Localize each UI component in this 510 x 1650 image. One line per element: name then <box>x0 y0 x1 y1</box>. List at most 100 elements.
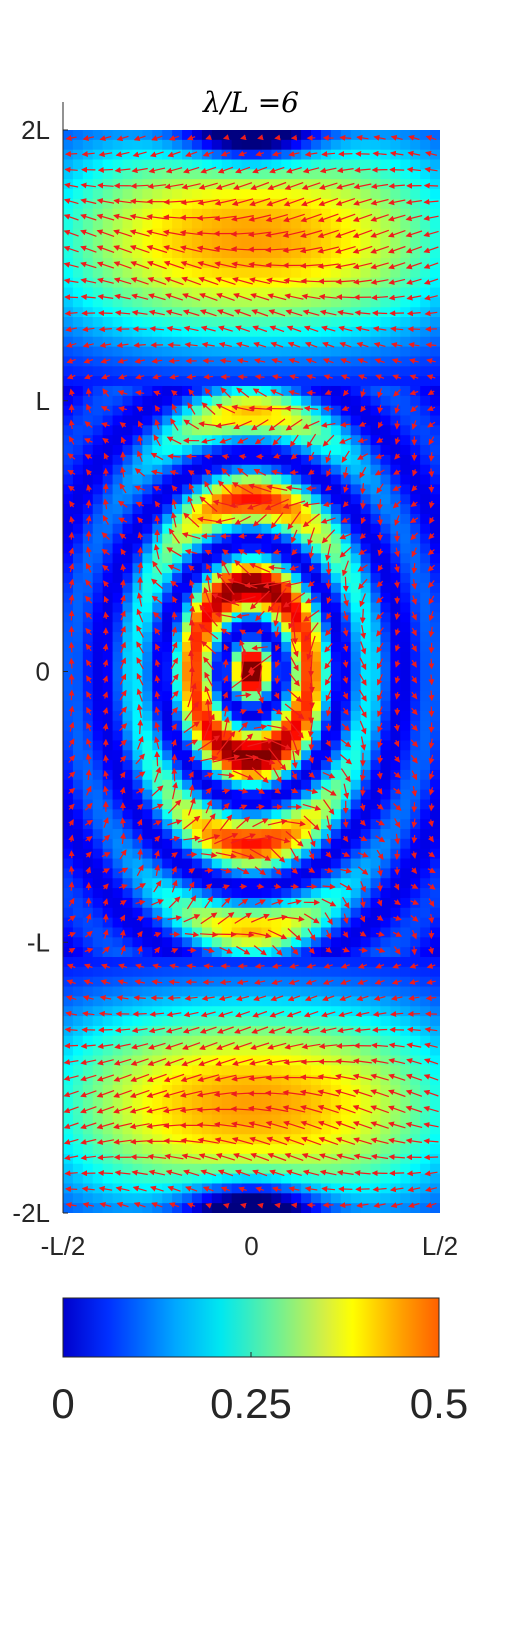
heatmap-cell <box>112 986 124 997</box>
heatmap-cell <box>231 1163 243 1175</box>
heatmap-cell <box>142 986 153 997</box>
heatmap-cell <box>122 632 134 643</box>
heatmap-cell <box>82 1075 94 1086</box>
heatmap-cell <box>82 277 94 289</box>
heatmap-cell <box>191 651 203 663</box>
heatmap-cell <box>112 346 124 358</box>
heatmap-cell <box>211 966 223 978</box>
heatmap-cell <box>420 582 431 594</box>
heatmap-cell <box>430 189 440 200</box>
heatmap-cell <box>430 740 440 751</box>
heatmap-cell <box>330 326 342 338</box>
heatmap-cell <box>211 1203 223 1213</box>
heatmap-cell <box>261 976 272 988</box>
heatmap-cell <box>172 897 183 909</box>
heatmap-cell <box>330 829 342 840</box>
heatmap-cell <box>360 376 372 387</box>
vector-arrow <box>151 785 164 797</box>
heatmap-cell <box>112 966 124 978</box>
heatmap-cell <box>182 927 193 938</box>
heatmap-cell <box>301 701 312 712</box>
heatmap-cell <box>430 947 440 958</box>
heatmap-cell <box>311 326 322 338</box>
heatmap-cell <box>102 907 114 919</box>
heatmap-cell <box>291 139 302 151</box>
heatmap-cell <box>390 996 401 1007</box>
heatmap-cell <box>410 1065 421 1076</box>
heatmap-cell <box>211 602 223 614</box>
heatmap-cell <box>102 976 114 988</box>
heatmap-cell <box>152 612 163 623</box>
heatmap-cell <box>301 888 312 899</box>
heatmap-cell <box>221 169 233 180</box>
heatmap-cell <box>271 740 282 751</box>
heatmap-cell <box>281 750 292 761</box>
heatmap-cell <box>400 957 411 968</box>
heatmap-cell <box>410 1124 421 1135</box>
heatmap-cell <box>112 1085 124 1096</box>
vector-arrow <box>170 739 177 747</box>
heatmap-cell <box>231 376 243 387</box>
heatmap-cell <box>251 957 263 968</box>
vector-arrow <box>68 897 75 907</box>
heatmap-cell <box>330 425 342 436</box>
vector-arrow <box>119 533 127 540</box>
heatmap-cell <box>231 927 243 938</box>
heatmap-cell <box>261 779 272 791</box>
heatmap-cell <box>330 395 342 407</box>
heatmap-cell <box>201 917 213 929</box>
heatmap-cell <box>82 1035 94 1047</box>
vector-arrow <box>135 373 145 380</box>
heatmap-cell <box>122 494 134 505</box>
heatmap-cell <box>350 356 362 367</box>
vector-arrow <box>113 277 132 285</box>
heatmap-cell <box>132 720 143 732</box>
vector-arrow <box>148 1042 166 1050</box>
heatmap-cell <box>211 405 223 417</box>
heatmap-cell <box>291 346 302 358</box>
vector-arrow <box>171 852 178 859</box>
heatmap-cell <box>251 888 263 899</box>
heatmap-cell <box>82 789 94 801</box>
heatmap-cell <box>112 238 124 249</box>
heatmap-cell <box>301 533 312 545</box>
heatmap-cell <box>142 277 153 289</box>
heatmap-cell <box>281 671 292 682</box>
heatmap-cell <box>221 1085 233 1096</box>
heatmap-cell <box>370 563 382 574</box>
heatmap-cell <box>340 878 352 889</box>
heatmap-cell <box>370 888 382 899</box>
heatmap-cell <box>420 1045 431 1057</box>
vector-arrow <box>136 803 144 811</box>
heatmap-cell <box>191 484 203 495</box>
heatmap-cell <box>400 897 411 909</box>
heatmap-cell <box>211 356 223 367</box>
heatmap-cell <box>400 376 411 387</box>
heatmap-cell <box>132 710 143 722</box>
heatmap-cell <box>241 1075 253 1086</box>
heatmap-cell <box>370 1193 382 1204</box>
heatmap-cell <box>132 1134 143 1145</box>
heatmap-cell <box>320 1075 332 1086</box>
heatmap-cell <box>92 267 104 279</box>
heatmap-cell <box>162 769 173 781</box>
heatmap-cell <box>172 730 183 742</box>
heatmap-cell <box>112 1055 124 1066</box>
heatmap-cell <box>370 366 382 377</box>
heatmap-cell <box>112 612 124 623</box>
heatmap-cell <box>152 1065 163 1076</box>
heatmap-cell <box>251 897 263 909</box>
heatmap-cell <box>301 238 312 249</box>
heatmap-cell <box>63 701 74 712</box>
heatmap-cell <box>430 769 440 781</box>
heatmap-cell <box>92 405 104 417</box>
heatmap-cell <box>201 1016 213 1027</box>
heatmap-cell <box>122 395 134 407</box>
heatmap-cell <box>390 641 401 653</box>
heatmap-cell <box>241 504 253 515</box>
heatmap-cell <box>291 957 302 968</box>
heatmap-cell <box>63 385 74 397</box>
vector-arrow <box>152 963 162 970</box>
heatmap-cell <box>63 326 74 338</box>
